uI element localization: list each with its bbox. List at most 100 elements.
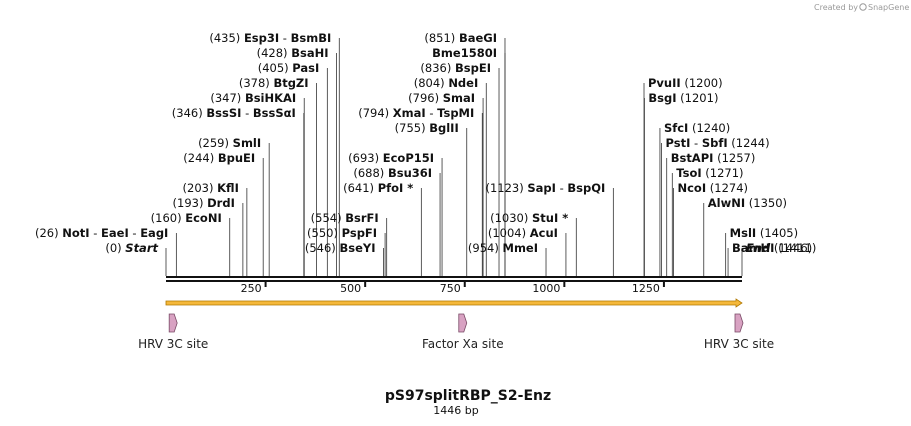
enzyme-name: BsaHI (291, 46, 328, 60)
ruler-tick-label: 750 (440, 282, 461, 295)
site-position: (1271) (702, 166, 744, 180)
site-position: (641) (343, 181, 378, 195)
site-label: (203) KflI (183, 181, 239, 195)
site-label: Bme1580I (432, 46, 497, 60)
enzyme-name: PvuII (648, 76, 681, 90)
enzyme-name: PspFI (342, 226, 377, 240)
enzyme-name: NotI (62, 226, 89, 240)
map-length: 1446 bp (433, 404, 478, 417)
enzyme-name: BpuEI (218, 151, 255, 165)
enzyme-name: AlwNI (708, 196, 745, 210)
site-position: (1446) (770, 241, 812, 255)
site-label: (428) BsaHI (257, 46, 329, 60)
site-label: (160) EcoNI (151, 211, 222, 225)
site-label: (1123) SapI - BspQI (485, 181, 605, 195)
backbone-top-strand (166, 276, 742, 278)
site-position: (1030) (490, 211, 532, 225)
site-position: (1405) (756, 226, 798, 240)
enzyme-name: SfcI (664, 121, 688, 135)
site-position: (26) (35, 226, 62, 240)
site-label: BsgI (1201) (648, 91, 718, 105)
orf-arrow (165, 298, 743, 308)
enzyme-name: EagI (140, 226, 168, 240)
site-position: (1004) (488, 226, 530, 240)
site-position: (0) (105, 241, 125, 255)
site-label: (851) BaeGI (424, 31, 497, 45)
site-position: - (426, 106, 437, 120)
enzyme-name: TsoI (676, 166, 701, 180)
site-position: (804) (414, 76, 449, 90)
enzyme-name: End (746, 241, 771, 255)
enzyme-name: SapI (527, 181, 556, 195)
enzyme-name: EaeI (101, 226, 129, 240)
enzyme-name: BspEI (455, 61, 491, 75)
site-position: (796) (408, 91, 443, 105)
ruler-tick (662, 282, 665, 287)
enzyme-name: BsiHKAI (245, 91, 296, 105)
feature-arrow (168, 313, 178, 333)
enzyme-name: Start (125, 241, 158, 255)
feature-label: HRV 3C site (704, 337, 774, 351)
site-position: (378) (239, 76, 274, 90)
site-position: (794) (358, 106, 393, 120)
enzyme-name: EcoP15I (383, 151, 434, 165)
site-label: (1030) StuI * (490, 211, 568, 225)
enzyme-name: BaeGI (459, 31, 497, 45)
sequence-backbone (166, 276, 742, 282)
site-position: (546) (305, 241, 340, 255)
site-position: (836) (420, 61, 455, 75)
site-label: (435) Esp3I - BsmBI (209, 31, 331, 45)
ruler-tick-label: 1000 (532, 282, 560, 295)
map-title: pS97splitRBP_S2-Enz (385, 388, 551, 404)
ruler-tick (364, 282, 367, 287)
site-label: End (1446) (746, 241, 812, 255)
enzyme-name: MslI (730, 226, 757, 240)
site-position: - (241, 106, 252, 120)
site-leaders (165, 38, 743, 276)
enzyme-name: KflI (217, 181, 239, 195)
enzyme-name: XmaI (393, 106, 426, 120)
site-position: (1201) (677, 91, 719, 105)
ruler-tick-label: 1250 (632, 282, 660, 295)
site-label: NcoI (1274) (677, 181, 748, 195)
enzyme-name: SmaI (443, 91, 475, 105)
site-position: (346) (172, 106, 207, 120)
enzyme-name: NcoI (677, 181, 706, 195)
site-position: (1350) (745, 196, 787, 210)
feature-track: HRV 3C site Factor Xa site HRV 3C site (138, 313, 774, 351)
site-label: (554) BsrFI (311, 211, 379, 225)
feature-label: Factor Xa site (422, 337, 504, 351)
site-position: (1257) (713, 151, 755, 165)
feature-label: HRV 3C site (138, 337, 208, 351)
enzyme-name: MmeI (503, 241, 539, 255)
site-label: (550) PspFI (307, 226, 377, 240)
site-label: TsoI (1271) (676, 166, 743, 180)
backbone-bottom-strand (166, 280, 742, 282)
enzyme-name: BssSαI (253, 106, 296, 120)
credit-prefix: Created by (814, 3, 858, 12)
site-position: (1411) (774, 241, 816, 255)
ruler-ticks: 250 500 750 1000 1250 (241, 282, 665, 295)
site-position: - (279, 31, 290, 45)
site-label: (378) BtgZI (239, 76, 309, 90)
site-position: (1240) (688, 121, 730, 135)
site-label: PstI - SbfI (1244) (666, 136, 770, 150)
site-label: BstAPI (1257) (671, 151, 756, 165)
enzyme-name: BsgI (648, 91, 676, 105)
site-label: (26) NotI - EaeI - EagI (35, 226, 168, 240)
site-position: (1244) (728, 136, 770, 150)
enzyme-name: BglII (429, 121, 459, 135)
site-label: (346) BssSI - BssSαI (172, 106, 296, 120)
site-position: (554) (311, 211, 346, 225)
orf-arrow-shape (165, 298, 743, 308)
enzyme-name: BamHI (732, 241, 774, 255)
site-label: BamHI (1411) (732, 241, 816, 255)
site-label: (954) MmeI (468, 241, 538, 255)
site-label: (794) XmaI - TspMI (358, 106, 474, 120)
site-label: (193) DrdI (173, 196, 235, 210)
site-label: (693) EcoP15I (348, 151, 434, 165)
feature-arrow (458, 313, 468, 333)
enzyme-name: BsmBI (291, 31, 332, 45)
site-position: (755) (395, 121, 430, 135)
